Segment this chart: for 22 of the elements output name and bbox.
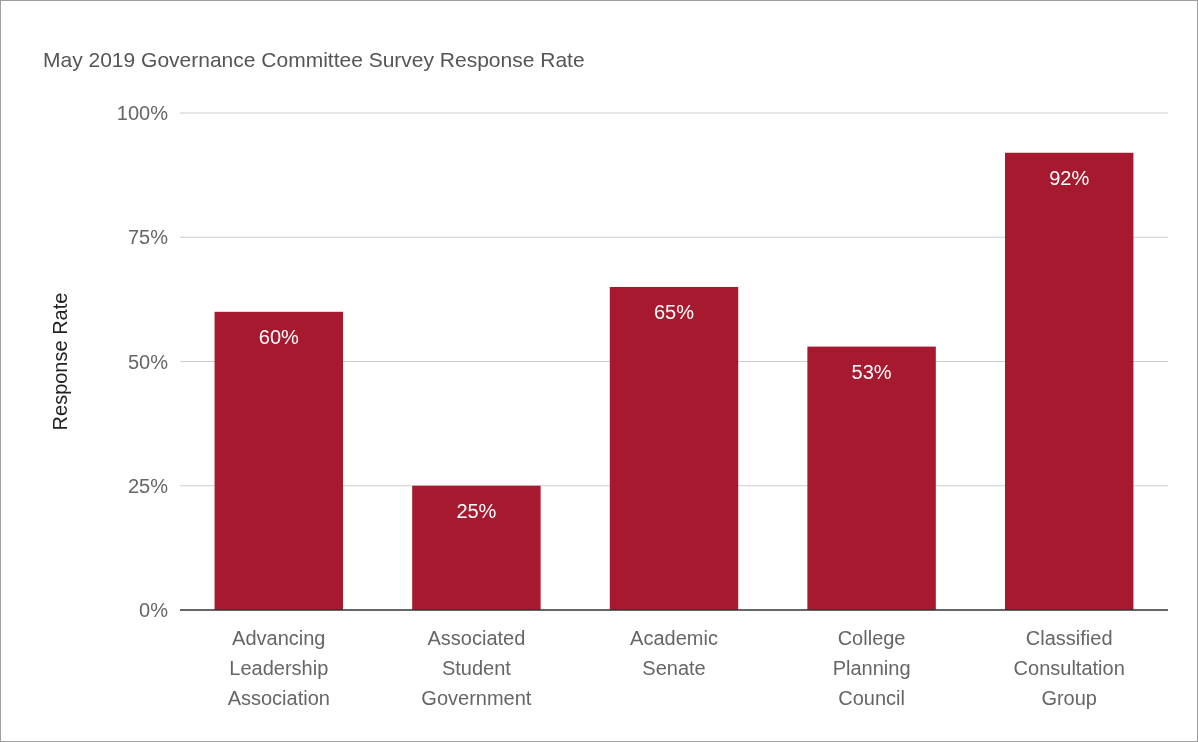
y-tick-label: 25% [127, 474, 169, 497]
data-label: 60% [258, 325, 300, 348]
x-tick-label: College Planning Council [832, 627, 911, 709]
y-tick-label: 100% [116, 102, 169, 124]
data-label: 53% [851, 360, 892, 383]
data-label: 65% [653, 300, 695, 323]
y-tick-label: 0% [139, 599, 169, 621]
data-label: 92% [1049, 166, 1090, 189]
bar [609, 286, 739, 610]
x-tick-label: Advancing Leadership Association [227, 627, 330, 709]
y-tick-label: 75% [127, 226, 169, 249]
x-tick-label: Academic Senate [630, 627, 718, 679]
chart-title: May 2019 Governance Committee Survey Response Rate [43, 48, 585, 71]
bar [807, 346, 936, 610]
bar [214, 311, 344, 610]
bar [412, 485, 541, 610]
bar [1004, 152, 1134, 610]
x-tick-label: Associated Student Government [421, 627, 532, 709]
data-label: 25% [456, 499, 497, 522]
y-tick-label: 50% [127, 350, 169, 373]
y-axis-title: Response Rate [49, 292, 71, 431]
x-tick-label: Classified Consultation Group [1013, 627, 1125, 709]
